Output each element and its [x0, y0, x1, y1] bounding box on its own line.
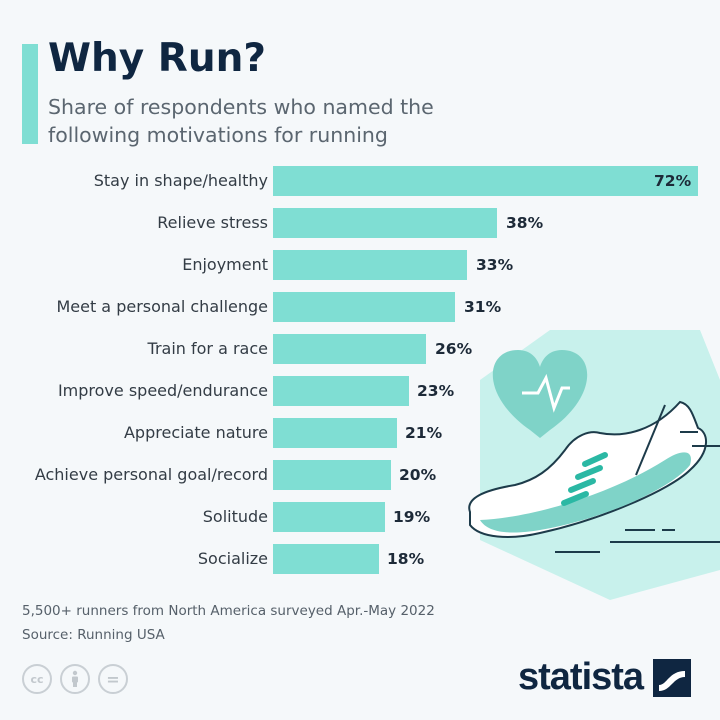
- bar-row: Solitude 19%: [0, 502, 720, 532]
- no-derivatives-icon[interactable]: =: [98, 664, 128, 694]
- survey-note: 5,500+ runners from North America survey…: [22, 603, 435, 619]
- value-label: 19%: [393, 508, 431, 526]
- statista-brand[interactable]: statista: [518, 656, 692, 699]
- bar-row: Achieve personal goal/record 20%: [0, 460, 720, 490]
- bar: [273, 208, 497, 238]
- category-label: Solitude: [202, 507, 268, 526]
- value-label: 21%: [405, 424, 443, 442]
- bar: [273, 166, 698, 196]
- category-label: Meet a personal challenge: [56, 297, 268, 316]
- title-accent-bar: [22, 44, 38, 144]
- bar-row: Relieve stress 38%: [0, 208, 720, 238]
- value-label: 31%: [464, 298, 502, 316]
- source-note: Source: Running USA: [22, 627, 165, 643]
- bar-row: Stay in shape/healthy 72%: [0, 166, 720, 196]
- value-label: 38%: [506, 214, 544, 232]
- category-label: Appreciate nature: [123, 423, 268, 442]
- value-label: 26%: [435, 340, 473, 358]
- statista-logo-icon: [653, 658, 692, 697]
- value-label: 18%: [387, 550, 425, 568]
- value-label: 20%: [399, 466, 437, 484]
- bar-row: Socialize 18%: [0, 544, 720, 574]
- license-icons: cc =: [22, 664, 128, 694]
- bar: [273, 502, 385, 532]
- bar-row: Improve speed/endurance 23%: [0, 376, 720, 406]
- person-icon: [72, 670, 78, 687]
- value-label: 23%: [417, 382, 455, 400]
- bar: [273, 376, 409, 406]
- heart-pulse-icon: [492, 350, 588, 438]
- chart-subtitle: Share of respondents who named the follo…: [48, 95, 434, 147]
- bar: [273, 292, 455, 322]
- nd-icon-label: =: [106, 669, 120, 689]
- cc-icon[interactable]: cc: [22, 664, 52, 694]
- value-label: 33%: [476, 256, 514, 274]
- category-label: Socialize: [197, 549, 268, 568]
- chart-title: Why Run?: [48, 36, 266, 81]
- category-label: Improve speed/endurance: [57, 381, 268, 400]
- bar-row: Enjoyment 33%: [0, 250, 720, 280]
- category-label: Relieve stress: [157, 213, 268, 232]
- bar: [273, 544, 379, 574]
- cc-icon-label: cc: [30, 672, 44, 686]
- value-label: 72%: [654, 172, 692, 190]
- footnote: 5,500+ runners from North America survey…: [22, 599, 435, 647]
- bar-row: Train for a race 26%: [0, 334, 720, 364]
- bar: [273, 250, 467, 280]
- category-label: Achieve personal goal/record: [34, 465, 268, 484]
- category-label: Stay in shape/healthy: [93, 171, 268, 190]
- category-label: Train for a race: [147, 339, 268, 358]
- bar: [273, 418, 397, 448]
- attribution-icon[interactable]: [60, 664, 90, 694]
- category-label: Enjoyment: [182, 255, 268, 274]
- bar-row: Appreciate nature 21%: [0, 418, 720, 448]
- shoe-icon: [468, 400, 720, 553]
- bar: [273, 460, 391, 490]
- brand-name: statista: [518, 656, 644, 698]
- running-shoe-illustration: [468, 330, 720, 600]
- bar: [273, 334, 426, 364]
- bar-row: Meet a personal challenge 31%: [0, 292, 720, 322]
